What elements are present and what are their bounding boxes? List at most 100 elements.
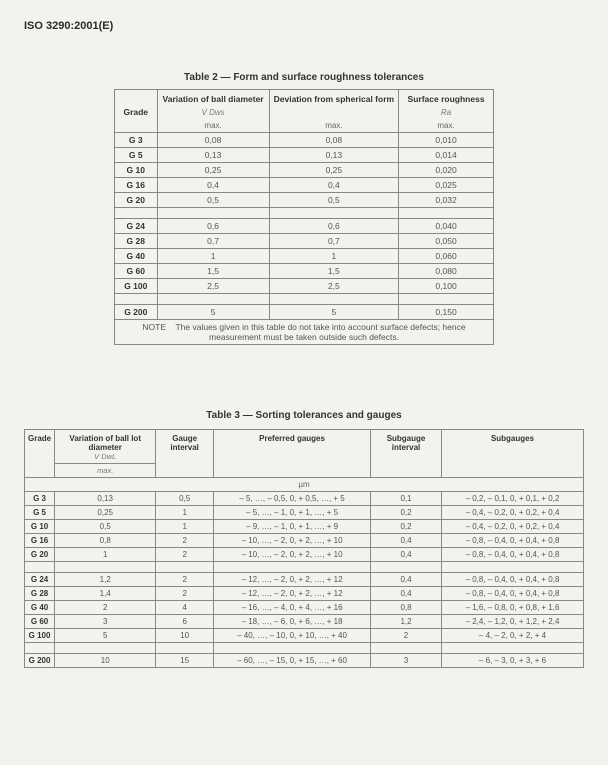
t2-variation: 0,6 [157,219,269,234]
t3-grade: G 40 [25,601,55,615]
t3-header-max: max. [55,464,156,478]
t3-gauge-interval: 4 [156,601,214,615]
t2-grade: G 60 [115,264,158,279]
t2-variation: 0,08 [157,133,269,148]
table-row: G 100510– 40, …, – 10, 0, + 10, …, + 402… [25,629,584,643]
t2-roughness: 0,010 [399,133,494,148]
t2-roughness: 0,050 [399,234,494,249]
table-row: G 30,130,5– 5, …, – 0,5, 0, + 0,5, …, + … [25,492,584,506]
t2-header-blank [269,106,398,119]
t2-deviation: 0,25 [269,163,398,178]
table-row: G 2012– 10, …, – 2, 0, + 2, …, + 100,4– … [25,548,584,562]
t2-variation: 0,5 [157,193,269,208]
table-row: G 6036– 18, …, – 6, 0, + 6, …, + 181,2– … [25,615,584,629]
t3-subgauges: – 6, – 3, 0, + 3, + 6 [442,654,584,668]
t3-subgauge-interval: 0,2 [371,520,442,534]
t3-header-preferred-gauges: Preferred gauges [214,430,371,478]
t3-subgauge-interval: 0,4 [371,548,442,562]
t3-variation: 3 [55,615,156,629]
table-row: G 241,22– 12, …, – 2, 0, + 2, …, + 120,4… [25,573,584,587]
t2-grade: G 20 [115,193,158,208]
t3-grade: G 100 [25,629,55,643]
t2-roughness: 0,020 [399,163,494,178]
table2-title: Table 2 — Form and surface roughness tol… [24,72,584,83]
t3-header-vdwl: V DwL [94,452,116,461]
t2-deviation: 0,13 [269,148,398,163]
t2-roughness: 0,032 [399,193,494,208]
t3-grade: G 24 [25,573,55,587]
t2-deviation: 0,5 [269,193,398,208]
t2-grade: G 3 [115,133,158,148]
t2-grade: G 16 [115,178,158,193]
t3-variation: 0,8 [55,534,156,548]
t2-grade: G 200 [115,305,158,320]
t3-preferred-gauges: – 12, …, – 2, 0, + 2, …, + 12 [214,587,371,601]
t3-grade: G 10 [25,520,55,534]
table-row: G 240,60,60,040 [115,219,494,234]
t2-deviation: 1,5 [269,264,398,279]
t2-variation: 0,7 [157,234,269,249]
t2-deviation: 1 [269,249,398,264]
table-row: G 50,130,130,014 [115,148,494,163]
t3-subgauge-interval: 0,4 [371,573,442,587]
t3-preferred-gauges: – 10, …, – 2, 0, + 2, …, + 10 [214,534,371,548]
t3-subgauges: – 0,8, – 0,4, 0, + 0,4, + 0,8 [442,534,584,548]
table-row: G 281,42– 12, …, – 2, 0, + 2, …, + 120,4… [25,587,584,601]
t3-unit: µm [25,478,584,492]
t3-subgauges: – 0,2, – 0,1, 0, + 0,1, + 0,2 [442,492,584,506]
t3-variation: 0,25 [55,506,156,520]
t3-grade: G 200 [25,654,55,668]
t3-header-subgauge-interval: Subgauge interval [371,430,442,478]
table-row: G 280,70,70,050 [115,234,494,249]
t2-header-max1: max. [157,119,269,133]
t3-subgauges: – 2,4, – 1,2, 0, + 1,2, + 2,4 [442,615,584,629]
t2-header-max3: max. [399,119,494,133]
t3-preferred-gauges: – 18, …, – 6, 0, + 6, …, + 18 [214,615,371,629]
t3-header-gauge-interval: Gauge interval [156,430,214,478]
t3-grade: G 60 [25,615,55,629]
t3-header-grade: Grade [25,430,55,478]
t3-variation: 0,13 [55,492,156,506]
t3-variation: 2 [55,601,156,615]
t3-subgauge-interval: 0,8 [371,601,442,615]
t3-grade: G 28 [25,587,55,601]
t3-subgauges: – 0,4, – 0,2, 0, + 0,2, + 0,4 [442,506,584,520]
t2-header-grade: Grade [115,90,158,133]
t2-deviation: 0,08 [269,133,398,148]
t2-variation: 1,5 [157,264,269,279]
t3-gauge-interval: 10 [156,629,214,643]
t2-grade: G 5 [115,148,158,163]
t2-variation: 2,5 [157,279,269,294]
t2-grade: G 100 [115,279,158,294]
t3-subgauges: – 0,8, – 0,4, 0, + 0,4, + 0,8 [442,573,584,587]
t3-subgauges: – 0,8, – 0,4, 0, + 0,4, + 0,8 [442,548,584,562]
t2-grade: G 10 [115,163,158,178]
table-row: G 100,250,250,020 [115,163,494,178]
t2-roughness: 0,150 [399,305,494,320]
t2-roughness: 0,100 [399,279,494,294]
t3-preferred-gauges: – 16, …, – 4, 0, + 4, …, + 16 [214,601,371,615]
table-row: G 1002,52,50,100 [115,279,494,294]
t2-deviation: 0,6 [269,219,398,234]
t2-grade: G 40 [115,249,158,264]
document-id: ISO 3290:2001(E) [24,20,584,32]
t2-variation: 0,25 [157,163,269,178]
table-row: G 200,50,50,032 [115,193,494,208]
t3-variation: 5 [55,629,156,643]
table-row: G 160,82– 10, …, – 2, 0, + 2, …, + 100,4… [25,534,584,548]
t3-header-variation: Variation of ball lot diameter V DwL [55,430,156,464]
t3-gauge-interval: 6 [156,615,214,629]
t3-gauge-interval: 1 [156,506,214,520]
t2-roughness: 0,040 [399,219,494,234]
t2-variation: 1 [157,249,269,264]
t3-header-variation-label: Variation of ball lot diameter [69,434,141,452]
t2-header-variation: Variation of ball diameter [157,90,269,107]
t3-subgauges: – 4, – 2, 0, + 2, + 4 [442,629,584,643]
t2-header-roughness: Surface roughness [399,90,494,107]
t3-variation: 1 [55,548,156,562]
t3-preferred-gauges: – 10, …, – 2, 0, + 2, …, + 10 [214,548,371,562]
table-row: G 50,251– 5, …, – 1, 0, + 1, …, + 50,2– … [25,506,584,520]
t3-subgauges: – 0,8, – 0,4, 0, + 0,4, + 0,8 [442,587,584,601]
t3-subgauge-interval: 1,2 [371,615,442,629]
t3-subgauge-interval: 0,4 [371,534,442,548]
